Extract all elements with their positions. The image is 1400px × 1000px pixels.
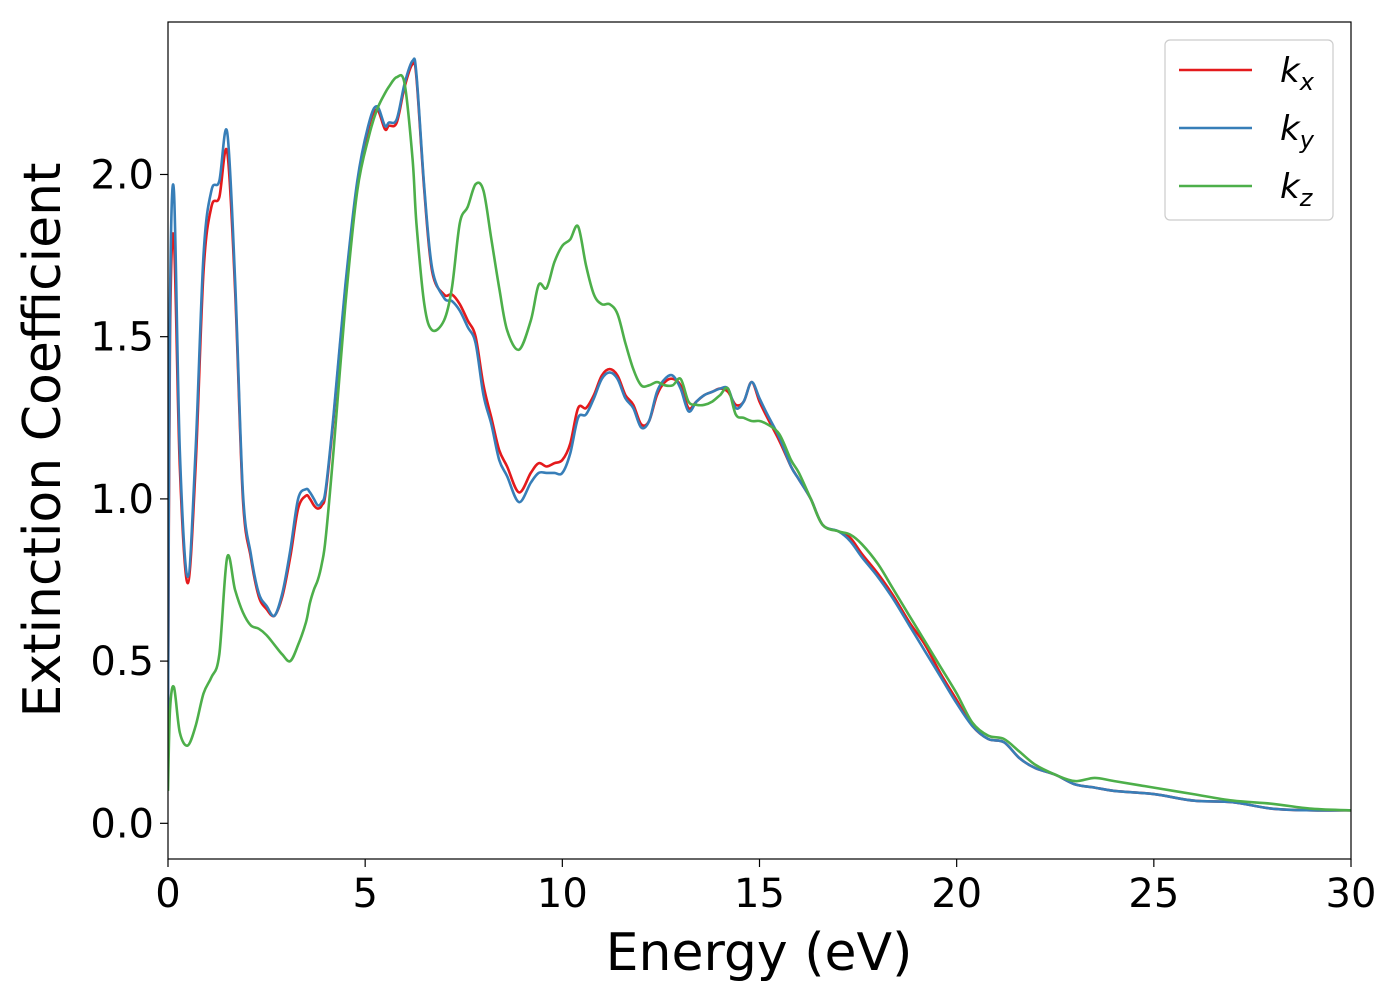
series-line-kz [168, 73, 1351, 812]
series-line-ky [168, 57, 1351, 812]
y-tick-label: 0.0 [90, 801, 154, 847]
x-tick-label: 10 [537, 871, 588, 917]
y-tick-label: 2.0 [90, 152, 154, 198]
x-tick-label: 15 [734, 871, 785, 917]
y-tick-label: 1.0 [90, 477, 154, 523]
x-tick-label: 25 [1128, 871, 1179, 917]
y-axis-title: Extinction Coefficient [13, 163, 73, 718]
legend: kx ky kz [1164, 39, 1334, 221]
legend-label-kz: kz [1280, 167, 1314, 212]
y-axis-ticks: 0.0 0.5 1.0 1.5 2.0 [90, 152, 168, 847]
series-lines [168, 57, 1351, 812]
y-tick-label: 1.5 [90, 315, 154, 361]
x-tick-label: 20 [931, 871, 982, 917]
x-axis-ticks: 0 5 10 15 20 25 30 [155, 859, 1376, 917]
legend-label-kx: kx [1280, 51, 1315, 96]
x-axis-title: Energy (eV) [606, 923, 913, 983]
x-tick-label: 30 [1326, 871, 1377, 917]
x-tick-label: 0 [155, 871, 180, 917]
x-tick-label: 5 [352, 871, 377, 917]
legend-box [1164, 39, 1334, 221]
legend-label-ky: ky [1280, 109, 1315, 154]
y-tick-label: 0.5 [90, 639, 154, 685]
series-line-kx [168, 60, 1351, 812]
